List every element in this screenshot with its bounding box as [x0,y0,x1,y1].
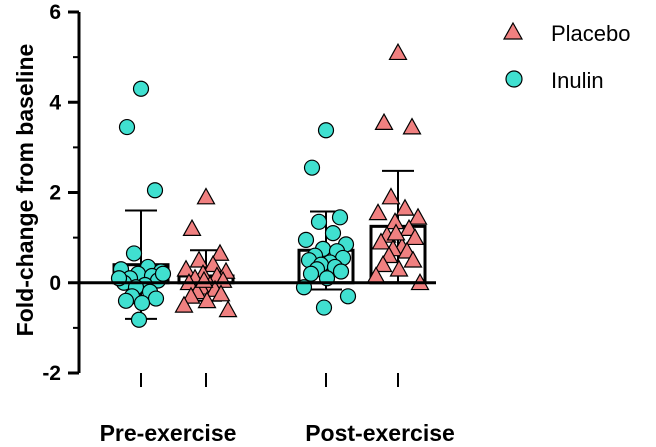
point-pre-exercise-placebo [176,259,196,277]
point-pre-exercise-placebo [211,284,231,302]
point-post-exercise-inulin [324,225,342,242]
y-tick-label: 0 [49,272,61,295]
point-post-exercise-placebo [405,227,425,246]
point-post-exercise-inulin [332,263,350,280]
point-pre-exercise-placebo [189,250,209,268]
legend-inulin-label: Inulin [551,68,604,93]
point-post-exercise-inulin [310,213,328,230]
point-pre-exercise-inulin [132,80,150,97]
point-post-exercise-placebo [368,203,388,221]
point-pre-exercise-inulin [118,118,136,136]
point-post-exercise-placebo [408,207,428,225]
point-post-exercise-placebo [395,198,415,216]
point-pre-exercise-placebo [182,218,202,236]
point-pre-exercise-placebo [218,300,238,318]
point-post-exercise-inulin [297,231,315,248]
point-post-exercise-inulin [317,122,335,139]
point-pre-exercise-placebo [197,291,217,309]
legend-placebo-marker [502,21,524,40]
y-tick-label: 4 [49,91,61,114]
y-tick-label: 6 [49,1,61,24]
point-post-exercise-inulin [339,288,357,305]
point-pre-exercise-placebo [210,243,230,261]
point-pre-exercise-inulin [154,265,172,282]
point-post-exercise-placebo [373,254,393,273]
point-post-exercise-placebo [403,250,423,268]
point-pre-exercise-inulin [130,311,148,328]
point-pre-exercise-inulin [117,292,135,309]
point-post-exercise-placebo [402,117,422,135]
point-post-exercise-placebo [374,112,394,130]
group-label-post-exercise: Post-exercise [305,420,455,446]
point-post-exercise-placebo [381,187,401,205]
point-pre-exercise-placebo [174,295,194,313]
y-tick-label: -2 [42,362,61,385]
point-post-exercise-placebo [388,42,408,61]
point-post-exercise-placebo [371,232,391,250]
y-axis-title: Fold-change from baseline [12,44,38,337]
legend-inulin-marker [505,70,523,88]
point-pre-exercise-placebo [196,187,216,205]
point-post-exercise-inulin [315,299,333,316]
y-tick-label: 2 [49,182,61,205]
points-layer [110,42,430,328]
point-post-exercise-inulin [302,265,320,282]
point-post-exercise-placebo [389,259,409,277]
point-pre-exercise-inulin [146,182,164,199]
point-pre-exercise-inulin [125,245,143,262]
point-pre-exercise-inulin [133,294,151,312]
legend: Placebo Inulin [502,21,631,93]
point-pre-exercise-inulin [147,290,165,307]
group-label-pre-exercise: Pre-exercise [100,420,237,446]
point-post-exercise-inulin [331,209,349,226]
axes: -2 0 2 4 6 [42,1,436,387]
legend-placebo-label: Placebo [551,21,631,46]
point-post-exercise-placebo [386,223,406,241]
point-pre-exercise-placebo [181,286,201,304]
point-post-exercise-inulin [303,159,321,176]
